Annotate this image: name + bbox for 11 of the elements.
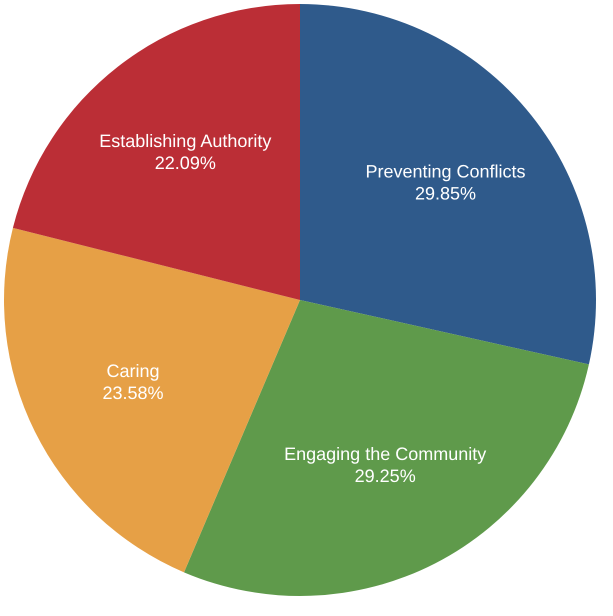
pie-slice [184, 300, 589, 596]
data-label: 29.85% [414, 183, 476, 204]
pie-slice [12, 4, 300, 300]
pie-slice [300, 4, 596, 364]
slice-label: Engaging the Community [284, 444, 486, 464]
data-label: 23.58% [102, 382, 164, 403]
data-label: 22.09% [154, 152, 216, 173]
slice-label: Preventing Conflicts [365, 161, 526, 182]
slice-label: Establishing Authority [99, 130, 272, 151]
slice-label: Caring [106, 360, 160, 381]
data-label: 29.25% [354, 466, 416, 486]
